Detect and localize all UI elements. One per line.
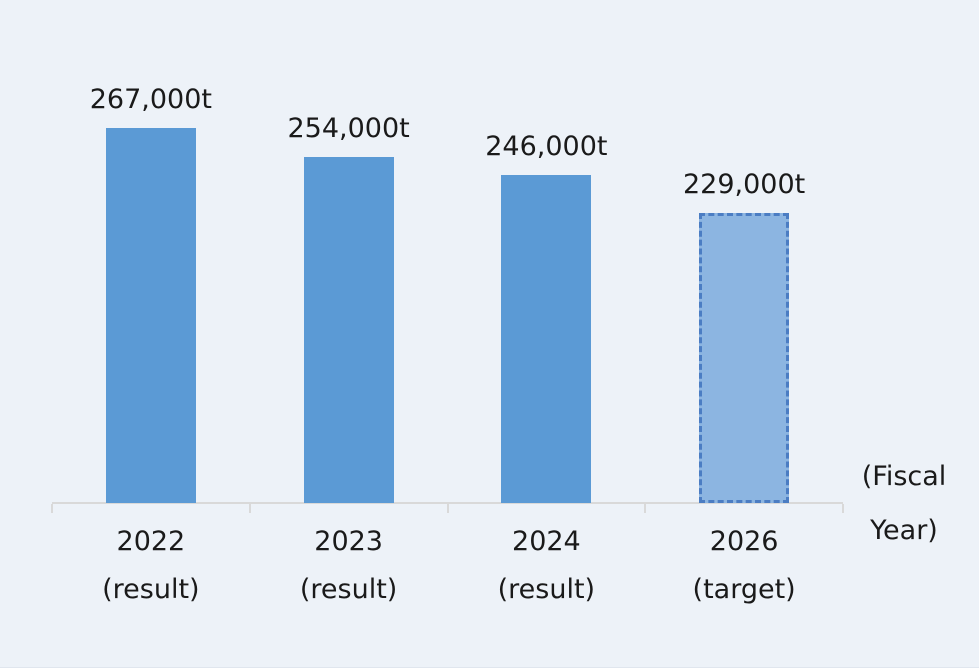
category-label-fy2024: 2024 bbox=[512, 526, 581, 557]
value-label-fy2023: 254,000t bbox=[287, 113, 410, 144]
axis-tick bbox=[446, 504, 449, 513]
category-label-fy2022: 2022 bbox=[116, 526, 186, 557]
bar-fy2026 bbox=[699, 213, 789, 503]
fiscal-year-line-2: Year) bbox=[870, 515, 938, 546]
axis-tick bbox=[644, 504, 647, 513]
bar-fy2023 bbox=[304, 157, 394, 503]
category-label-fy2023: 2023 bbox=[314, 526, 383, 557]
category-sublabel-fy2024: (result) bbox=[497, 574, 596, 605]
value-label-fy2026: 229,000t bbox=[683, 169, 806, 200]
fiscal-year-label: (Fiscal Year) bbox=[845, 450, 963, 558]
category-sublabel-fy2026: (target) bbox=[692, 574, 796, 605]
value-label-fy2024: 246,000t bbox=[485, 131, 608, 162]
x-axis-line bbox=[52, 502, 843, 504]
axis-tick bbox=[248, 504, 251, 513]
category-sublabel-fy2023: (result) bbox=[299, 574, 398, 605]
category-label-fy2026: 2026 bbox=[709, 526, 779, 557]
fiscal-year-line-1: (Fiscal bbox=[861, 461, 947, 492]
category-sublabel-fy2022: (result) bbox=[102, 574, 200, 605]
axis-tick bbox=[51, 504, 53, 513]
bar-fy2022 bbox=[106, 128, 196, 503]
axis-tick bbox=[842, 504, 844, 513]
bar-fy2024 bbox=[501, 175, 591, 503]
value-label-fy2022: 267,000t bbox=[89, 84, 212, 115]
